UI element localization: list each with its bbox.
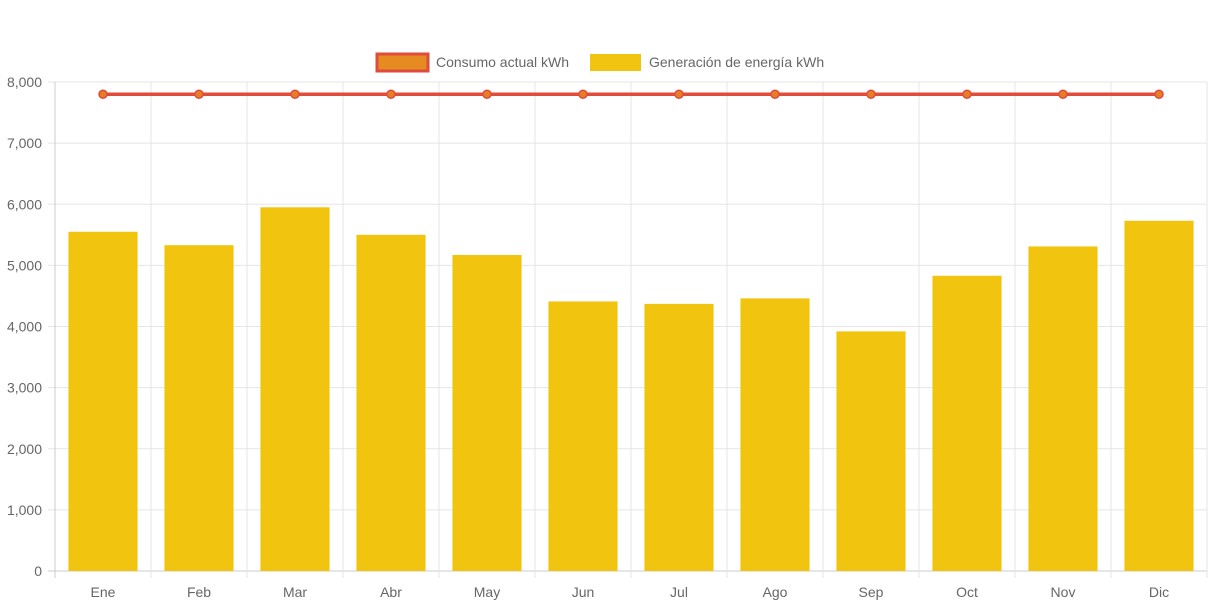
grid-lines [48, 81, 1208, 578]
x-tick-label: Dic [1149, 584, 1169, 600]
x-tick-label: Jun [572, 584, 595, 600]
line-series [98, 89, 1164, 99]
x-tick-label: May [474, 584, 500, 600]
line-point-ene[interactable] [98, 89, 108, 99]
bar-dic[interactable] [1124, 220, 1194, 571]
y-tick-label: 8,000 [7, 74, 42, 90]
bar-sep[interactable] [836, 331, 906, 571]
y-tick-label: 0 [34, 563, 42, 579]
line-point-ago[interactable] [770, 89, 780, 99]
line-point-nov[interactable] [1058, 89, 1068, 99]
y-tick-label: 4,000 [7, 319, 42, 335]
bar-mar[interactable] [260, 207, 330, 571]
bar-feb[interactable] [164, 245, 234, 572]
legend: Consumo actual kWh Generación de energía … [375, 52, 824, 73]
line-point-sep[interactable] [866, 89, 876, 99]
bar-nov[interactable] [1028, 246, 1098, 571]
bar-oct[interactable] [932, 275, 1002, 571]
legend-swatch-generacion[interactable] [590, 54, 641, 71]
bar-jul[interactable] [644, 303, 714, 571]
line-point-oct[interactable] [962, 89, 972, 99]
x-tick-label: Nov [1051, 584, 1076, 600]
x-tick-label: Ago [763, 584, 788, 600]
bar-series [68, 207, 1194, 572]
x-tick-label: Oct [956, 584, 978, 600]
bar-ene[interactable] [68, 231, 138, 571]
legend-label-generacion[interactable]: Generación de energía kWh [649, 54, 824, 70]
y-tick-label: 6,000 [7, 196, 42, 212]
legend-swatch-consumo[interactable] [375, 52, 430, 73]
axes: 0 1,000 2,000 3,000 4,000 5,000 6,000 7,000 8,00… [7, 74, 1169, 600]
line-point-abr[interactable] [386, 89, 396, 99]
line-point-mar[interactable] [290, 89, 300, 99]
x-tick-label: Sep [859, 584, 884, 600]
bar-ago[interactable] [740, 298, 810, 571]
x-tick-label: Ene [91, 584, 116, 600]
y-tick-label: 1,000 [7, 502, 42, 518]
y-tick-label: 5,000 [7, 257, 42, 273]
y-tick-label: 7,000 [7, 135, 42, 151]
legend-label-consumo[interactable]: Consumo actual kWh [436, 54, 569, 70]
x-tick-label: Mar [283, 584, 307, 600]
y-tick-label: 2,000 [7, 441, 42, 457]
bar-abr[interactable] [356, 234, 426, 571]
x-tick-label: Jul [670, 584, 688, 600]
y-tick-label: 3,000 [7, 380, 42, 396]
line-point-jul[interactable] [674, 89, 684, 99]
x-tick-label: Abr [380, 584, 402, 600]
bar-may[interactable] [452, 254, 522, 571]
line-point-jun[interactable] [578, 89, 588, 99]
line-point-dic[interactable] [1154, 89, 1164, 99]
x-tick-label: Feb [187, 584, 211, 600]
line-point-feb[interactable] [194, 89, 204, 99]
bar-jun[interactable] [548, 301, 618, 571]
line-point-may[interactable] [482, 89, 492, 99]
